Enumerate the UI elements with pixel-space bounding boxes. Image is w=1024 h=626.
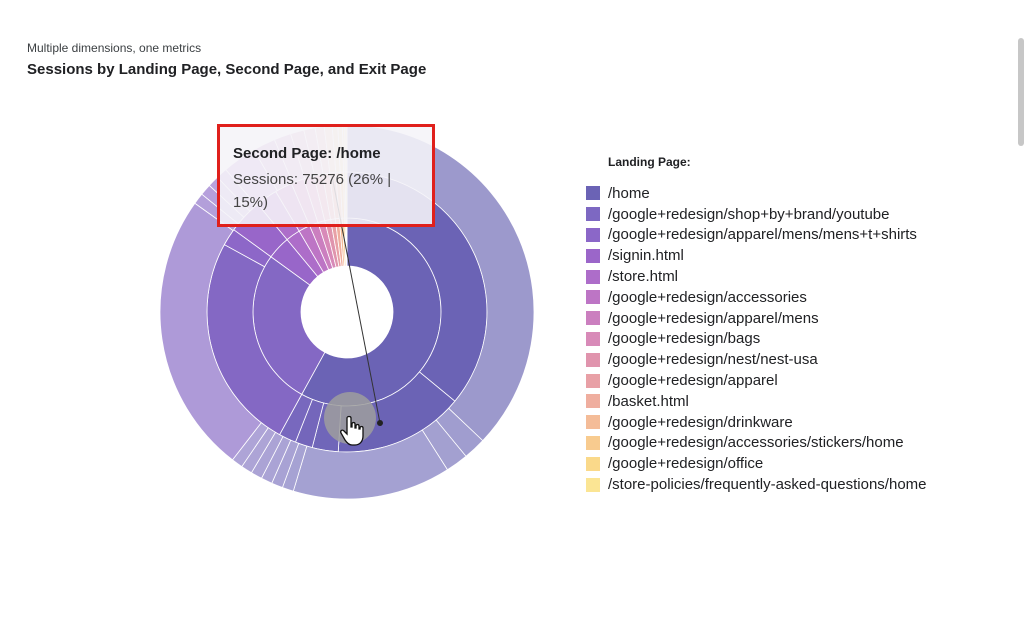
legend-items: /home/google+redesign/shop+by+brand/yout… (586, 183, 927, 495)
legend-label: /store.html (608, 268, 679, 286)
legend-item[interactable]: /google+redesign/office (586, 453, 927, 474)
legend-item[interactable]: /google+redesign/apparel/mens (586, 308, 927, 329)
legend-swatch (586, 269, 600, 284)
legend-swatch (586, 456, 600, 471)
tooltip-body: Sessions: 75276 (26% | 15%) (233, 171, 392, 211)
legend-item[interactable]: /google+redesign/accessories (586, 287, 927, 308)
tooltip-pointer-dot (377, 420, 383, 426)
legend-item[interactable]: /google+redesign/drinkware (586, 412, 927, 433)
legend-item[interactable]: /google+redesign/bags (586, 329, 927, 350)
tooltip-title: Second Page: /home (233, 145, 381, 162)
chart-tooltip: Second Page: /home Sessions: 75276 (26% … (217, 124, 435, 227)
legend-swatch (586, 352, 600, 367)
legend-label: /google+redesign/accessories/stickers/ho… (608, 434, 904, 452)
legend-label: /google+redesign/accessories (608, 288, 807, 306)
chart-title: Sessions by Landing Page, Second Page, a… (27, 61, 427, 78)
legend-label: /google+redesign/drinkware (608, 413, 793, 431)
legend-label: /store-policies/frequently-asked-questio… (608, 476, 927, 494)
legend-item[interactable]: /store-policies/frequently-asked-questio… (586, 474, 927, 495)
legend-label: /google+redesign/apparel/mens (608, 309, 819, 327)
legend-label: /google+redesign/bags (608, 330, 761, 348)
legend-label: /google+redesign/nest/nest-usa (608, 351, 818, 369)
legend-item[interactable]: /basket.html (586, 391, 927, 412)
legend-swatch (586, 477, 600, 492)
legend-label: /google+redesign/shop+by+brand/youtube (608, 205, 890, 223)
scrollbar[interactable] (1018, 38, 1024, 146)
legend-swatch (586, 186, 600, 201)
legend-item[interactable]: /home (586, 183, 927, 204)
legend-swatch (586, 435, 600, 450)
legend-label: /basket.html (608, 392, 689, 410)
legend-label: /google+redesign/apparel/mens/mens+t+shi… (608, 226, 917, 244)
legend-title: Landing Page: (608, 155, 691, 169)
legend-item[interactable]: /signin.html (586, 245, 927, 266)
chart-subtitle: Multiple dimensions, one metrics (27, 41, 202, 55)
legend-label: /signin.html (608, 247, 684, 265)
legend-swatch (586, 331, 600, 346)
legend-label: /home (608, 184, 650, 202)
legend-swatch (586, 227, 600, 242)
legend-swatch (586, 207, 600, 222)
legend-item[interactable]: /google+redesign/accessories/stickers/ho… (586, 433, 927, 454)
legend-item[interactable]: /google+redesign/nest/nest-usa (586, 349, 927, 370)
sunburst-segment[interactable] (346, 124, 535, 442)
legend-label: /google+redesign/apparel (608, 372, 778, 390)
legend-swatch (586, 248, 600, 263)
legend-swatch (586, 311, 600, 326)
legend-label: /google+redesign/office (608, 455, 764, 473)
legend-item[interactable]: /google+redesign/shop+by+brand/youtube (586, 204, 927, 225)
legend-swatch (586, 373, 600, 388)
legend-swatch (586, 415, 600, 430)
legend-swatch (586, 394, 600, 409)
center-hole (301, 266, 393, 358)
legend: Landing Page: /home/google+redesign/shop… (586, 155, 927, 495)
legend-item[interactable]: /store.html (586, 266, 927, 287)
legend-item[interactable]: /google+redesign/apparel/mens/mens+t+shi… (586, 225, 927, 246)
legend-swatch (586, 290, 600, 305)
hand-cursor-icon (340, 415, 364, 446)
legend-item[interactable]: /google+redesign/apparel (586, 370, 927, 391)
